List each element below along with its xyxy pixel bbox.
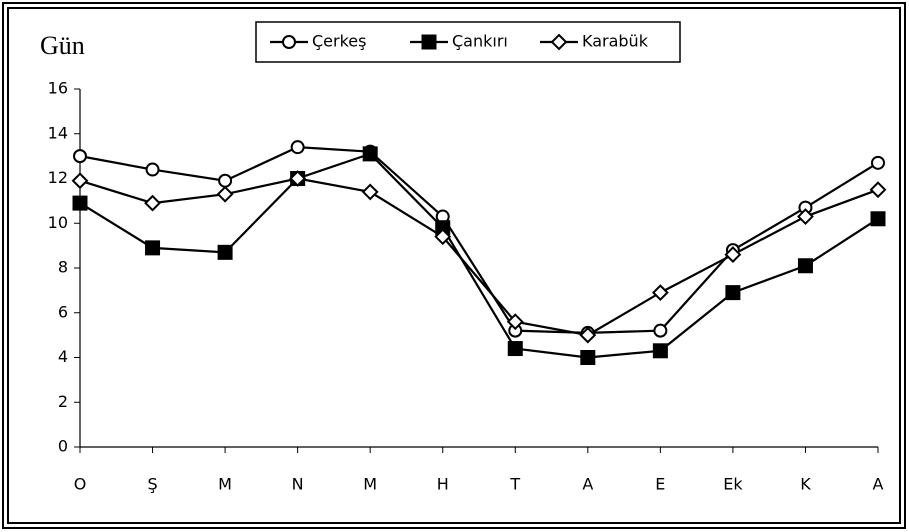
marker	[869, 181, 887, 199]
marker	[870, 211, 886, 227]
marker	[71, 172, 89, 190]
marker	[362, 146, 378, 162]
y-tick-label: 4	[58, 347, 68, 366]
marker	[282, 35, 296, 49]
legend-box	[255, 21, 681, 63]
x-tick-label: H	[437, 475, 449, 494]
marker	[797, 208, 814, 225]
legend-label: Çerkeş	[312, 32, 366, 51]
marker	[216, 185, 234, 203]
marker	[797, 258, 813, 274]
marker	[871, 155, 885, 170]
y-tick-label: 2	[58, 392, 68, 411]
marker	[550, 33, 568, 51]
x-tick-label: O	[74, 475, 87, 494]
marker	[73, 149, 87, 164]
y-tick-label: 0	[58, 437, 68, 456]
inner-border	[7, 7, 901, 524]
marker	[725, 285, 741, 301]
marker	[290, 140, 305, 155]
y-tick-label: 10	[48, 213, 68, 232]
marker	[145, 162, 160, 177]
y-tick-label: 16	[48, 79, 68, 98]
marker	[217, 244, 233, 260]
x-tick-label: M	[218, 475, 232, 494]
marker	[361, 183, 379, 201]
legend-label: Çankırı	[452, 32, 508, 51]
marker	[144, 194, 161, 212]
legend-label: Karabük	[582, 32, 649, 51]
marker	[434, 228, 452, 246]
marker	[651, 284, 669, 302]
y-tick-label: 14	[48, 123, 68, 142]
marker	[421, 34, 437, 50]
x-tick-label: Ek	[723, 475, 743, 494]
marker	[506, 313, 524, 331]
marker	[579, 326, 597, 344]
marker	[580, 350, 596, 365]
x-tick-label: T	[509, 475, 520, 494]
x-tick-label: Ş	[147, 475, 157, 494]
marker	[724, 246, 742, 263]
x-tick-label: K	[800, 475, 811, 494]
series-line	[79, 152, 879, 359]
y-axis-label: Gün	[40, 31, 85, 60]
x-tick-label: A	[873, 475, 884, 494]
marker	[507, 341, 523, 357]
marker	[218, 173, 233, 188]
x-tick-label: A	[582, 475, 593, 494]
x-tick-label: E	[655, 475, 665, 494]
x-tick-label: N	[292, 475, 304, 494]
marker	[653, 323, 668, 338]
x-tick-label: M	[363, 475, 377, 494]
series-line	[79, 146, 879, 334]
marker	[652, 343, 668, 359]
marker	[72, 195, 88, 211]
y-tick-label: 6	[58, 302, 68, 321]
y-tick-label: 12	[48, 168, 68, 187]
series-line	[79, 177, 879, 337]
marker	[145, 240, 161, 256]
marker	[289, 170, 307, 187]
y-tick-label: 8	[58, 258, 68, 277]
